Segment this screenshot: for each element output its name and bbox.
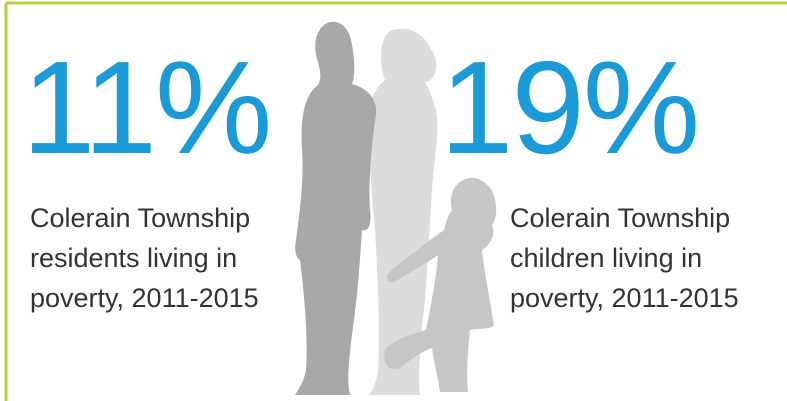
description-line: poverty, 2011-2015 <box>30 283 259 313</box>
child-silhouette <box>384 177 497 392</box>
description-line: poverty, 2011-2015 <box>510 283 739 313</box>
stat-value: 19% <box>440 34 700 181</box>
description-line: children living in <box>510 243 703 273</box>
stat-description: Colerain Township children living in pov… <box>510 198 739 318</box>
stat-description: Colerain Township residents living in po… <box>30 198 259 318</box>
man-silhouette <box>295 21 377 396</box>
description-line: Colerain Township <box>510 203 731 233</box>
description-line: Colerain Township <box>30 203 251 233</box>
woman-silhouette <box>367 28 438 395</box>
stat-value: 11% <box>22 34 272 181</box>
description-line: residents living in <box>30 243 238 273</box>
